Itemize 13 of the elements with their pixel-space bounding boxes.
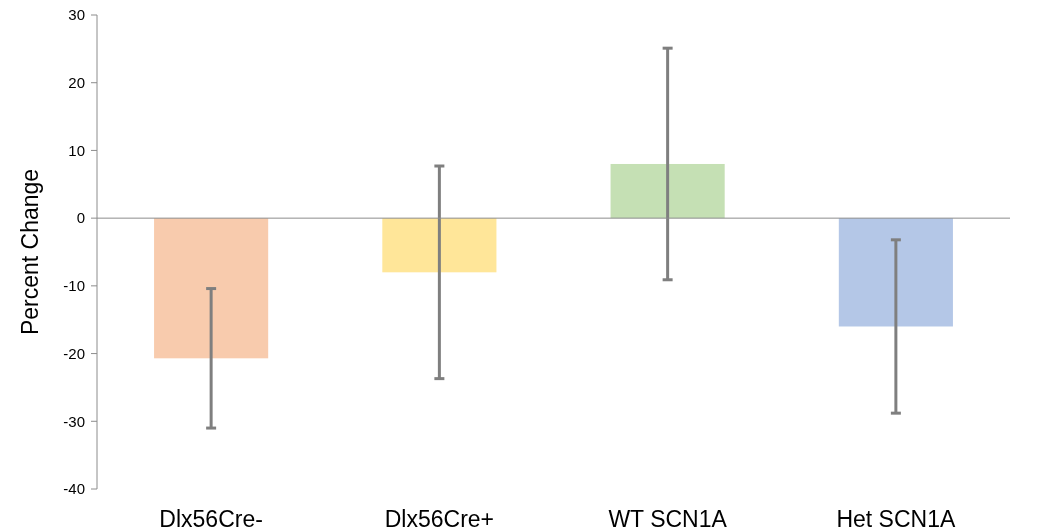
y-axis-title: Percent Change xyxy=(17,168,43,336)
y-tick-label: 30 xyxy=(68,6,85,24)
y-tick-label: -20 xyxy=(63,344,85,362)
y-tick-label: 10 xyxy=(68,141,85,159)
y-tick-label: -30 xyxy=(63,412,85,430)
x-tick-label: Dlx56Cre- xyxy=(159,506,263,532)
y-tick-label: 0 xyxy=(76,209,85,227)
x-tick-label: Het SCN1A xyxy=(836,506,956,532)
y-tick-label: 20 xyxy=(68,73,85,91)
y-tick-label: -10 xyxy=(63,277,85,295)
x-tick-label: WT SCN1A xyxy=(608,506,728,532)
x-tick-label: Dlx56Cre+ xyxy=(384,506,495,532)
y-tick-label: -40 xyxy=(63,480,85,498)
